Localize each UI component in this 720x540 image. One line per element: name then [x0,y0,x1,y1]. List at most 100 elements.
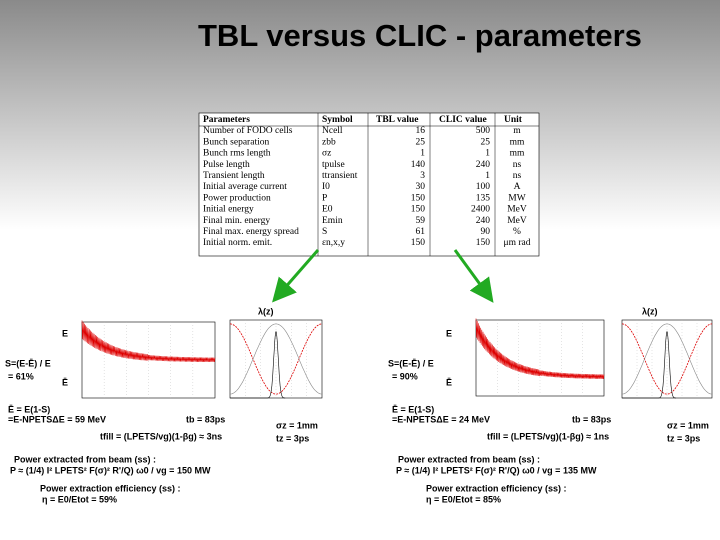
cell: S [322,227,327,237]
annotation: Power extraction efficiency (ss) : [426,483,567,493]
annotation: E [446,328,452,338]
plots [81,318,713,399]
cell: 240 [476,160,491,170]
cell: 150 [411,193,426,203]
wave [229,323,323,395]
cell: E0 [322,205,333,215]
cell: zbb [322,137,336,147]
cell: Initial norm. emit. [203,238,272,248]
energy-trace [475,318,605,379]
cell: 1 [485,171,490,181]
cell: Initial average current [203,182,287,192]
cell: MW [508,193,525,203]
annotation: tb = 83ps [186,414,225,424]
annotations: ES=(E-Ē) / E= 61%Ēλ(z)Ē = E(1-S)=E-NPETS… [5,306,709,504]
annotation: tz = 3ps [667,433,700,443]
cell: MeV [507,205,527,215]
header-cell: Unit [504,115,523,125]
annotation: P ≈ (1/4) I² LPETS² F(σ)² R'/Q) ω0 / vg … [10,465,211,475]
annotation: = 61% [8,371,34,381]
wave [621,323,713,395]
annotation: Power extracted from beam (ss) : [398,454,540,464]
annotation: Power extracted from beam (ss) : [14,454,156,464]
cell: μm rad [504,238,531,248]
cell: 3 [420,171,425,181]
annotation: σz = 1mm [667,420,709,430]
arrow [453,249,494,303]
cell: 2400 [471,205,490,215]
cell: 150 [476,238,491,248]
cell: A [514,182,521,192]
cell: 25 [481,137,491,147]
cell: Power production [203,193,271,203]
annotation: λ(z) [258,306,274,316]
annotation: σz = 1mm [276,420,318,430]
annotation: =E-NPETSΔE = 59 MeV [8,414,106,424]
header-cell: CLIC value [439,115,487,125]
wave [621,323,713,395]
cell: Bunch separation [203,137,269,147]
energy-trace [81,320,216,363]
annotation: Power extraction efficiency (ss) : [40,483,181,493]
cell: σz [322,149,331,159]
cell: 135 [476,193,491,203]
annotation: Ē [446,377,452,387]
cell: 16 [416,126,426,136]
annotation: tb = 83ps [572,414,611,424]
cell: Transient length [203,171,265,181]
header-cell: TBL value [376,115,419,125]
cell: 61 [416,227,426,237]
cell: tpulse [322,160,345,170]
cell: % [513,227,521,237]
cell: mm [510,137,525,147]
cell: Initial energy [203,205,254,215]
header-cell: Symbol [322,115,353,125]
cell: P [322,193,327,203]
annotation: η = E0/Etot = 59% [42,494,117,504]
title: TBL versus CLIC - parameters [198,18,642,53]
cell: 240 [476,216,491,226]
table-frame [198,112,540,257]
annotation: S=(E-Ē) / E [388,358,434,368]
annotation: λ(z) [642,306,658,316]
table: Parameters Symbol TBL value CLIC value Unit N… [199,113,539,256]
cell: m [513,126,521,136]
cell: ns [513,160,522,170]
annotation: tfill = (LPETS/vg)(1-βg) ≈ 3ns [100,431,222,441]
cell: 150 [411,205,426,215]
cell: 90 [481,227,491,237]
bunch [622,330,676,399]
cell: 25 [416,137,426,147]
cell: ttransient [322,171,358,181]
cell: 1 [420,149,425,159]
cell: 59 [416,216,426,226]
cell: mm [510,149,525,159]
cell: I0 [322,182,330,192]
arrow [272,249,320,303]
annotation: η = E0/Etot = 85% [426,494,501,504]
annotation: =E-NPETSΔE = 24 MeV [392,414,490,424]
cell: Emin [322,216,343,226]
annotation: Ē = E(1-S) [392,404,434,414]
cell: 150 [411,238,426,248]
annotation: Ē = E(1-S) [8,404,50,414]
annotation: S=(E-Ē) / E [5,358,51,368]
bunch [230,330,286,399]
header-cell: Parameters [203,115,250,125]
annotation: Ē [62,377,68,387]
cell: Pulse length [203,160,250,170]
cell: MeV [507,216,527,226]
cell: 100 [476,182,491,192]
annotation: P ≈ (1/4) I² LPETS² F(σ)² R'/Q) ω0 / vg … [396,465,597,475]
annotation: = 90% [392,371,418,381]
annotation: tfill = (LPETS/vg)(1-βg) ≈ 1ns [487,431,609,441]
annotation: E [62,328,68,338]
cell: Bunch rms length [203,149,271,159]
cell: 30 [416,182,426,192]
cell: 500 [476,126,491,136]
cell: Final max. energy spread [203,227,299,237]
cell: εn,x,y [322,238,345,248]
cell: 1 [485,149,490,159]
cell: 140 [411,160,426,170]
